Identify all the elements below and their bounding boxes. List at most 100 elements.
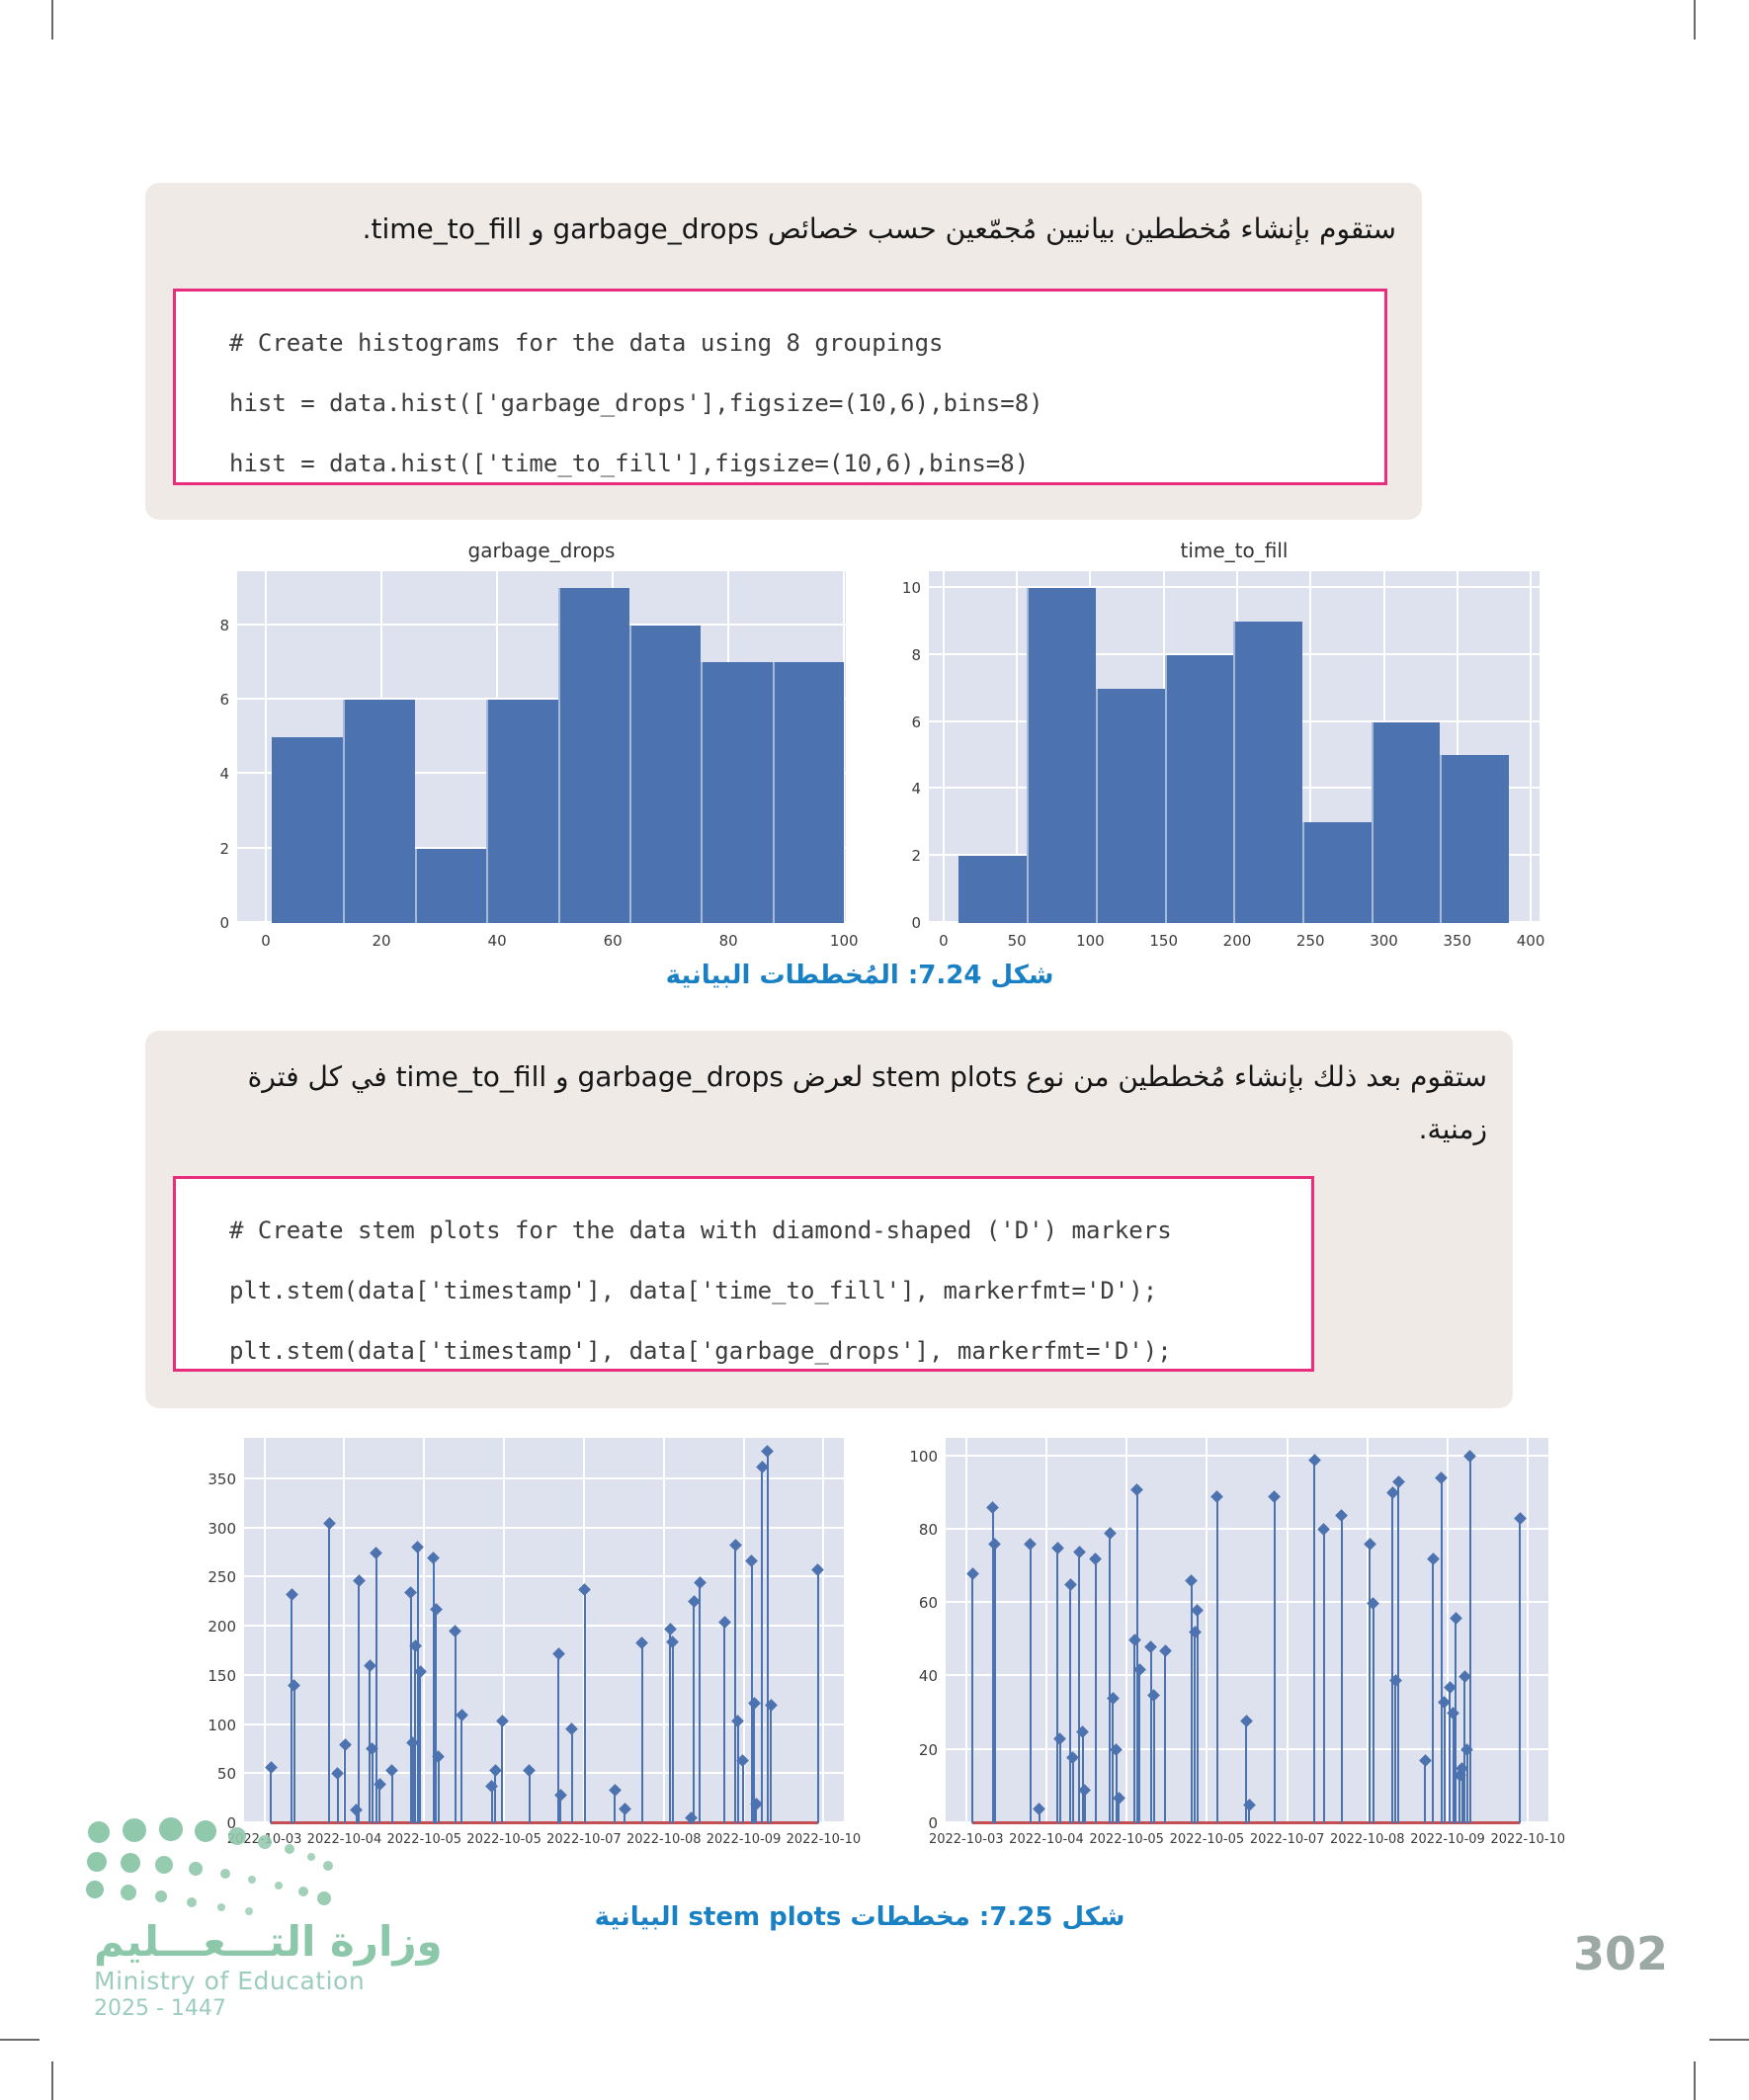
x-tick-label: 60 [603,932,623,950]
gridline [1530,571,1533,923]
stem-marker [1460,1743,1473,1757]
x-axis-labels: 0 50 100 150 200 250 300 350 400 [929,927,1544,953]
y-tick-label: 10 [901,578,921,597]
ministry-wordmark-english: Ministry of Education [94,1967,366,1995]
plot-area [929,571,1540,923]
gridline [244,1476,844,1479]
gridline [237,697,846,700]
x-tick-label: 2022-10-08 [625,1832,702,1847]
crop-mark [1709,2039,1749,2041]
stem-line [355,1809,358,1823]
stem-marker [488,1763,502,1777]
crop-mark [0,2039,40,2041]
stem-marker [1239,1714,1253,1727]
y-tick-label: 100 [208,1716,236,1734]
y-tick-label: 8 [911,645,921,664]
x-tick-label: 300 [1370,932,1398,950]
stem-line [750,1560,753,1823]
stem-marker [430,1602,443,1616]
x-axis-labels: 2022-10-03 2022-10-04 2022-10-05 2022-10-05… [929,1827,1565,1857]
gridline [946,1527,1548,1530]
stem-line [1394,1680,1397,1823]
gridline [1286,1438,1289,1823]
hist-bar [1095,688,1165,923]
stem-line [1118,1798,1121,1823]
stem-marker [1191,1604,1205,1617]
y-tick-label: 20 [918,1740,938,1759]
stem-marker [965,1567,979,1580]
stem-line [1071,1757,1074,1823]
stem-marker [1427,1553,1440,1565]
stem-line [1313,1460,1316,1823]
stem-line [1029,1544,1032,1823]
y-tick-label: 40 [918,1667,938,1686]
stem-line [409,1592,412,1823]
stem-marker [427,1552,441,1564]
x-tick-label: 2022-10-09 [706,1832,782,1847]
stem-line [419,1671,422,1823]
stem-marker [1144,1640,1157,1654]
stem-marker [1185,1574,1199,1588]
stem-line [1112,1698,1115,1823]
stem-line [770,1705,773,1823]
stem-line [991,1507,994,1823]
stem-plot-garbage-drops: 0 20 40 60 80 100 2022-10-03 2022-10-04 2022-10… [879,1426,1565,1881]
stem-marker [666,1636,679,1649]
hist-bar [772,662,845,923]
y-tick-label: 250 [208,1568,236,1587]
plot-area [946,1438,1548,1824]
hist-bar [1440,755,1509,923]
y-tick-label: 80 [918,1520,938,1539]
stem-line [390,1770,393,1823]
stem-marker [1127,1633,1141,1646]
histogram-garbage-drops: garbage_drops 0 2 4 6 8 0 20 40 60 80 100 [193,537,865,954]
code-line: plt.stem(data['timestamp'], data['time_t… [229,1277,1158,1304]
crop-mark [1694,0,1696,40]
gridline [964,1438,967,1823]
hist-bar [958,856,1028,923]
stem-line [494,1770,497,1823]
stem-line [755,1804,758,1823]
stem-line [1458,1775,1461,1823]
stem-marker [350,1803,363,1816]
stem-line [454,1631,457,1823]
gridline [946,1454,1548,1457]
stem-line [328,1523,331,1823]
x-tick-label: 350 [1443,932,1472,950]
x-tick-label: 2022-10-10 [1490,1832,1566,1847]
stem-line [1190,1580,1193,1823]
stem-marker [1112,1791,1125,1805]
gridline [423,1438,426,1823]
gridline [244,1625,844,1628]
x-tick-label: 200 [1222,932,1252,950]
ministry-logo-dots [86,1817,333,1915]
stem-line [1245,1721,1248,1823]
stem-marker [1513,1512,1527,1526]
stem-marker [288,1679,300,1693]
stem-line [1152,1695,1155,1823]
hist-bar [1301,822,1372,923]
y-tick-label: 6 [911,713,921,731]
stem-line [291,1594,293,1823]
stem-line [1215,1496,1218,1823]
stem-marker [331,1766,345,1780]
stem-line [371,1748,374,1823]
code-line: plt.stem(data['timestamp'], data['garbag… [229,1337,1172,1365]
stem-line [1452,1713,1455,1823]
x-tick-label: 2022-10-05 [386,1832,462,1847]
gridline [503,1438,506,1823]
stem-marker [1435,1471,1448,1485]
stem-line [1135,1489,1138,1823]
stem-marker [338,1738,352,1751]
stem-line [414,1645,417,1823]
y-tick-label: 200 [208,1618,236,1637]
gridline [237,623,846,626]
crop-mark [1694,2061,1696,2100]
stem-line [753,1703,756,1823]
stem-line [1424,1760,1427,1823]
code-block-stem-plots: # Create stem plots for the data with di… [173,1176,1314,1372]
stem-marker [1210,1490,1224,1503]
gridline [264,571,267,923]
stem-line [1196,1610,1199,1823]
